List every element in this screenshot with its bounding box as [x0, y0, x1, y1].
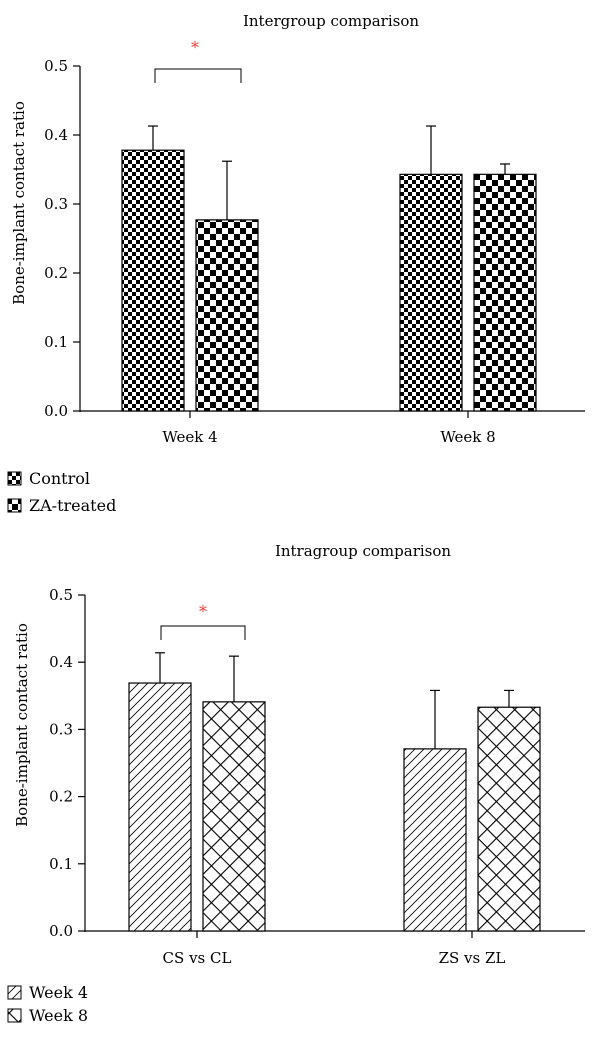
bar-control-week-4 [121, 149, 185, 412]
x-tick-label-week-8: Week 8 [440, 428, 495, 446]
y-tick-label: 0.2 [49, 788, 73, 806]
legend-swatch-za-treated [7, 498, 22, 513]
legend: Control ZA-treated [7, 469, 116, 515]
bar-za-treated-week-4 [195, 219, 259, 412]
y-tick-label: 0.3 [44, 195, 68, 213]
bar-week-4-zs-vs-zl [403, 748, 467, 932]
y-axis-label: Bone-implant contact ratio [13, 623, 31, 827]
legend-swatch-control [7, 471, 22, 486]
y-tick-label: 0.4 [44, 126, 68, 144]
significance-bracket: * [154, 38, 242, 83]
legend-label-week-8: Week 8 [29, 1006, 88, 1025]
x-ticks: Week 4 Week 8 [162, 411, 496, 446]
chart-title: Intragroup comparison [275, 542, 451, 560]
legend-label-control: Control [29, 469, 90, 488]
bar-week-8-cs-vs-cl [202, 701, 266, 932]
bracket-line [154, 68, 242, 83]
y-ticks: 0.0 0.1 0.2 0.3 0.4 0.5 [49, 586, 85, 940]
legend-label-week-4: Week 4 [29, 983, 88, 1002]
error-bars [155, 652, 514, 749]
x-tick-label-week-4: Week 4 [162, 428, 217, 446]
y-tick-label: 0.4 [49, 653, 73, 671]
intragroup-chart: Intragroup comparison Bone-implant conta… [7, 542, 585, 1025]
y-tick-label: 0.0 [44, 402, 68, 420]
legend: Week 4 Week 8 [7, 983, 88, 1025]
x-tick-label-cs-vs-cl: CS vs CL [163, 949, 232, 967]
legend-swatch-week-8 [7, 1008, 22, 1023]
y-axis-label: Bone-implant contact ratio [10, 101, 28, 305]
chart-title: Intergroup comparison [243, 12, 419, 30]
x-ticks: CS vs CL ZS vs ZL [163, 931, 506, 967]
y-tick-label: 0.1 [49, 855, 73, 873]
legend-label-za-treated: ZA-treated [29, 496, 116, 515]
significance-star: * [199, 602, 207, 621]
y-tick-label: 0.3 [49, 720, 73, 738]
bracket-line [160, 625, 246, 640]
x-tick-label-zs-vs-zl: ZS vs ZL [439, 949, 506, 967]
bars [128, 682, 541, 932]
legend-swatch-week-4 [7, 985, 22, 1000]
bars [121, 149, 537, 412]
y-ticks: 0.0 0.1 0.2 0.3 0.4 0.5 [44, 57, 80, 420]
bar-control-week-8 [399, 173, 463, 412]
y-tick-label: 0.2 [44, 264, 68, 282]
intergroup-chart: Intergroup comparison Bone-implant conta… [7, 12, 585, 515]
bar-za-treated-week-8 [473, 173, 537, 412]
y-tick-label: 0.5 [44, 57, 68, 75]
y-tick-label: 0.0 [49, 922, 73, 940]
error-bars [148, 125, 510, 220]
bar-week-8-zs-vs-zl [477, 706, 541, 932]
y-tick-label: 0.5 [49, 586, 73, 604]
significance-star: * [191, 38, 199, 57]
y-tick-label: 0.1 [44, 333, 68, 351]
bar-week-4-cs-vs-cl [128, 682, 192, 932]
significance-bracket: * [160, 602, 246, 640]
